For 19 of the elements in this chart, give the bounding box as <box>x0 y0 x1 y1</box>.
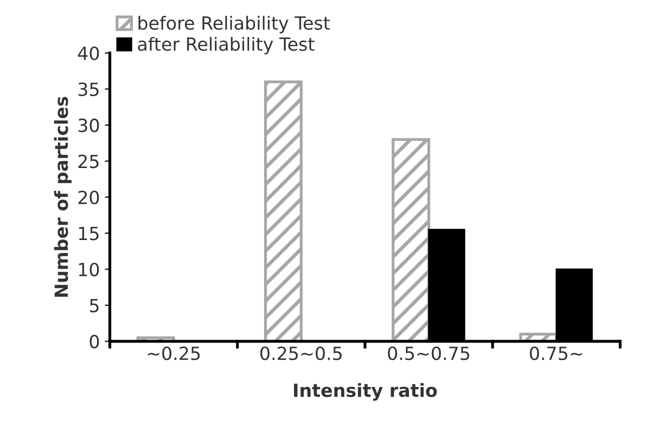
x-tick-label: 0.25~0.5 <box>260 346 342 360</box>
x-tick-label: 0.5~0.75 <box>388 346 470 360</box>
y-axis-title: Number of particles <box>54 96 72 297</box>
x-tick-label: 0.75~ <box>530 346 582 360</box>
y-tick-label: 20 <box>78 190 99 204</box>
y-tick-label: 0 <box>90 334 99 348</box>
y-tick-label: 10 <box>79 262 99 276</box>
y-tick-label: 15 <box>79 226 99 240</box>
y-tick-label: 35 <box>78 82 99 96</box>
legend-label: before Reliability Test <box>138 16 330 34</box>
x-tick-label: ~0.25 <box>148 346 200 360</box>
bar <box>392 138 430 342</box>
y-tick-label: 25 <box>78 154 99 168</box>
legend-label: after Reliability Test <box>138 36 314 54</box>
x-axis-title: Intensity ratio <box>294 383 437 401</box>
y-tick-label: 40 <box>78 46 99 60</box>
y-tick-label: 5 <box>90 298 99 312</box>
bar <box>264 80 303 342</box>
y-tick-label: 30 <box>78 118 99 132</box>
